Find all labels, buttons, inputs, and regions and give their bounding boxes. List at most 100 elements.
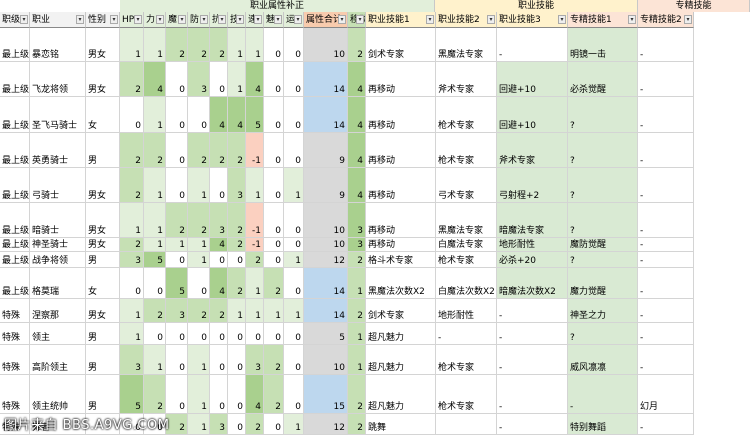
cell-skill3[interactable]: -: [497, 375, 568, 414]
cell-skl[interactable]: 0: [228, 375, 246, 414]
cell-class[interactable]: 战争将领: [30, 252, 86, 268]
cell-spd[interactable]: -1: [246, 203, 264, 238]
cell-move[interactable]: 1: [348, 323, 366, 345]
cell-gender[interactable]: 男: [86, 345, 120, 375]
column-header-total[interactable]: 属性合计 ▾: [304, 12, 348, 28]
cell-res[interactable]: 2: [210, 28, 228, 62]
cell-skl[interactable]: 1: [228, 299, 246, 323]
cell-gender[interactable]: 男: [86, 323, 120, 345]
cell-mag[interactable]: 0: [166, 168, 188, 203]
column-header-luck[interactable]: 运 ▾: [284, 12, 304, 28]
cell-skill2[interactable]: 黑魔法专家: [436, 28, 497, 62]
filter-dropdown-icon[interactable]: ▾: [356, 15, 364, 24]
cell-skl[interactable]: 4: [228, 97, 246, 133]
cell-skill2[interactable]: -: [436, 323, 497, 345]
filter-dropdown-icon[interactable]: ▾: [200, 15, 208, 24]
cell-def[interactable]: 2: [188, 133, 210, 168]
cell-move[interactable]: 1: [348, 268, 366, 299]
cell-spec2[interactable]: -: [638, 414, 694, 435]
column-header-rank[interactable]: 职级 ▾: [0, 12, 30, 28]
cell-def[interactable]: 0: [188, 268, 210, 299]
cell-spec2[interactable]: -: [638, 238, 694, 252]
cell-skl[interactable]: 3: [228, 168, 246, 203]
cell-cha[interactable]: 2: [264, 345, 284, 375]
cell-rank[interactable]: 最上级: [0, 252, 30, 268]
cell-str[interactable]: 1: [144, 168, 166, 203]
cell-skill3[interactable]: 弓射程+2: [497, 168, 568, 203]
cell-spec2[interactable]: -: [638, 268, 694, 299]
cell-res[interactable]: 3: [210, 203, 228, 238]
cell-gender[interactable]: 男女: [86, 238, 120, 252]
cell-skill1[interactable]: 黑魔法次数X2: [366, 268, 436, 299]
cell-move[interactable]: 2: [348, 252, 366, 268]
cell-str[interactable]: 0: [144, 268, 166, 299]
cell-res[interactable]: 0: [210, 375, 228, 414]
cell-rank[interactable]: 特殊: [0, 323, 30, 345]
cell-rank[interactable]: 最上级: [0, 62, 30, 97]
cell-gender[interactable]: 男: [86, 133, 120, 168]
cell-res[interactable]: 4: [210, 238, 228, 252]
cell-res[interactable]: 0: [210, 168, 228, 203]
cell-class[interactable]: 飞龙将领: [30, 62, 86, 97]
cell-spd[interactable]: 1: [246, 268, 264, 299]
cell-cha[interactable]: 0: [264, 323, 284, 345]
cell-skill3[interactable]: 暗魔法专家: [497, 203, 568, 238]
cell-str[interactable]: 1: [144, 203, 166, 238]
cell-hp[interactable]: 1: [120, 323, 144, 345]
cell-res[interactable]: 4: [210, 268, 228, 299]
cell-spd[interactable]: 1: [246, 28, 264, 62]
cell-mag[interactable]: 0: [166, 133, 188, 168]
cell-skill2[interactable]: 白魔法次数X2: [436, 268, 497, 299]
cell-luck[interactable]: 0: [284, 97, 304, 133]
cell-skill1[interactable]: 再移动: [366, 133, 436, 168]
cell-skill2[interactable]: 枪术专家: [436, 97, 497, 133]
cell-str[interactable]: 1: [144, 345, 166, 375]
cell-hp[interactable]: 2: [120, 238, 144, 252]
cell-hp[interactable]: 1: [120, 28, 144, 62]
column-header-class[interactable]: 职业 ▾: [30, 12, 86, 28]
cell-spec2[interactable]: -: [638, 97, 694, 133]
cell-mag[interactable]: 0: [166, 375, 188, 414]
cell-mag[interactable]: 2: [166, 28, 188, 62]
cell-spec2[interactable]: -: [638, 28, 694, 62]
cell-def[interactable]: 1: [188, 345, 210, 375]
column-header-skill1[interactable]: 职业技能1 ▾: [366, 12, 436, 28]
cell-hp[interactable]: 0: [120, 268, 144, 299]
cell-skl[interactable]: 0: [228, 323, 246, 345]
column-header-skill2[interactable]: 职业技能2 ▾: [436, 12, 497, 28]
cell-total[interactable]: 14: [304, 299, 348, 323]
cell-move[interactable]: 4: [348, 168, 366, 203]
cell-skill2[interactable]: 枪术专家: [436, 133, 497, 168]
filter-dropdown-icon[interactable]: ▾: [134, 15, 142, 24]
cell-str[interactable]: 2: [144, 133, 166, 168]
cell-res[interactable]: 4: [210, 97, 228, 133]
filter-dropdown-icon[interactable]: ▾: [178, 15, 186, 24]
cell-str[interactable]: 2: [144, 375, 166, 414]
filter-dropdown-icon[interactable]: ▾: [338, 15, 346, 24]
cell-rank[interactable]: 特殊: [0, 375, 30, 414]
cell-spec1[interactable]: 必杀觉醒: [568, 62, 638, 97]
cell-gender[interactable]: 男女: [86, 299, 120, 323]
cell-total[interactable]: 9: [304, 168, 348, 203]
cell-res[interactable]: 0: [210, 345, 228, 375]
cell-spd[interactable]: -1: [246, 238, 264, 252]
cell-luck[interactable]: 0: [284, 62, 304, 97]
cell-str[interactable]: 1: [144, 97, 166, 133]
cell-skill3[interactable]: 暗魔法次数X2: [497, 268, 568, 299]
cell-str[interactable]: 4: [144, 62, 166, 97]
cell-class[interactable]: 格莫瑞: [30, 268, 86, 299]
column-header-res[interactable]: 抗 ▾: [210, 12, 228, 28]
cell-total[interactable]: 10: [304, 28, 348, 62]
cell-spec2[interactable]: -: [638, 323, 694, 345]
cell-def[interactable]: 3: [188, 62, 210, 97]
cell-total[interactable]: 14: [304, 97, 348, 133]
cell-spd[interactable]: 1: [246, 299, 264, 323]
cell-rank[interactable]: 特殊: [0, 299, 30, 323]
cell-rank[interactable]: 最上级: [0, 238, 30, 252]
cell-spd[interactable]: 2: [246, 414, 264, 435]
cell-skill1[interactable]: 超凡魅力: [366, 323, 436, 345]
cell-spec1[interactable]: ?: [568, 323, 638, 345]
cell-def[interactable]: 1: [188, 252, 210, 268]
cell-cha[interactable]: 0: [264, 252, 284, 268]
cell-skill1[interactable]: 剑术专家: [366, 299, 436, 323]
